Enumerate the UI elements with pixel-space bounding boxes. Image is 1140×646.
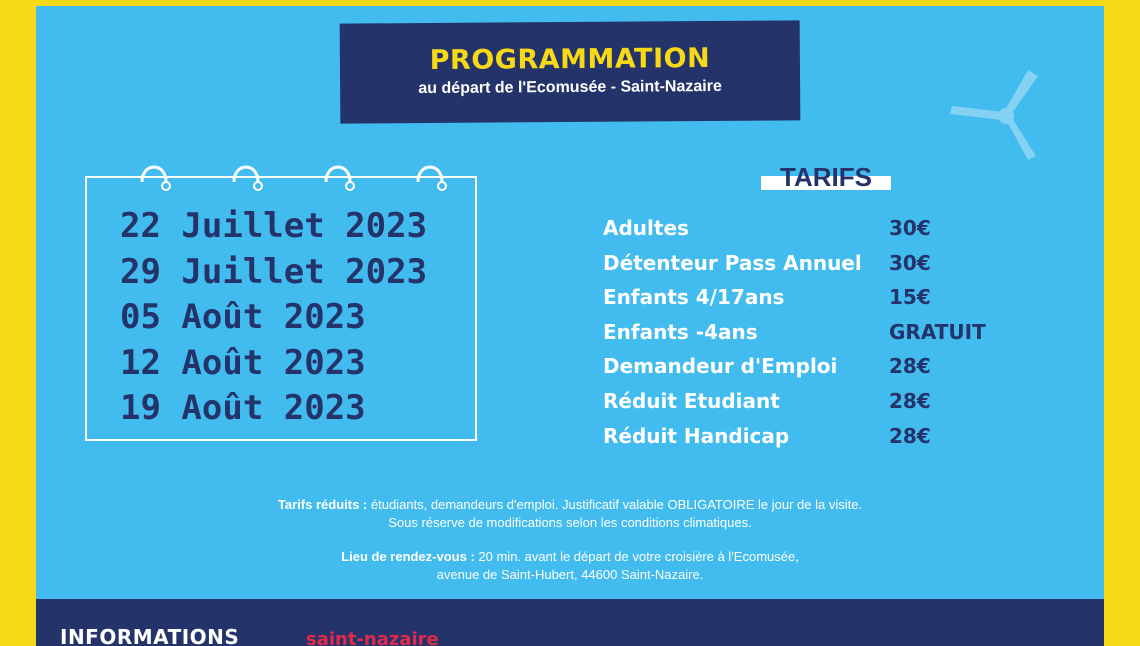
date-item: 19 Août 2023 (120, 388, 366, 428)
weather-note: Sous réserve de modifications selon les … (388, 515, 752, 530)
price-row: Enfants -4ans GRATUIT (603, 320, 1023, 355)
price-list: Adultes 30€ Détenteur Pass Annuel 30€ En… (603, 216, 1023, 458)
airplane-icon (950, 70, 1038, 160)
dates-list: 22 Juillet 2023 29 Juillet 2023 05 Août … (120, 204, 427, 432)
price-label: Détenteur Pass Annuel (603, 250, 862, 275)
header-banner: PROGRAMMATION au départ de l'Ecomusée - … (339, 20, 801, 124)
address-note: avenue de Saint-Hubert, 44600 Saint-Naza… (436, 567, 704, 582)
price-label: Enfants -4ans (603, 319, 758, 344)
date-item: 05 Août 2023 (120, 297, 366, 337)
price-row: Réduit Handicap 28€ (603, 424, 1023, 459)
price-row: Enfants 4/17ans 15€ (603, 285, 1023, 320)
notes: Tarifs réduits : étudiants, demandeurs d… (36, 496, 1104, 584)
footer-band: INFORMATIONS saint-nazaire (36, 599, 1104, 646)
calendar-frame (85, 176, 477, 441)
tarifs-title: TARIFS (780, 162, 872, 192)
price-value: 28€ (889, 354, 931, 379)
price-row: Réduit Etudiant 28€ (603, 389, 1023, 424)
price-label: Réduit Handicap (603, 423, 790, 448)
price-label: Demandeur d'Emploi (603, 354, 838, 379)
footer-brand-text: saint-nazaire (306, 629, 439, 646)
tarifs-underline (761, 176, 891, 190)
poster: PROGRAMMATION au départ de l'Ecomusée - … (36, 6, 1104, 646)
meeting-note: Lieu de rendez-vous : 20 min. avant le d… (36, 548, 1104, 566)
price-value: GRATUIT (889, 319, 986, 344)
price-value: 15€ (889, 285, 931, 310)
date-item: 22 Juillet 2023 (120, 206, 428, 246)
price-value: 30€ (889, 216, 931, 240)
footer-info-label: INFORMATIONS (60, 625, 240, 646)
meeting-label: Lieu de rendez-vous : (341, 549, 475, 564)
price-label: Adultes (603, 216, 689, 240)
price-value: 28€ (889, 388, 931, 413)
reduced-note: Tarifs réduits : étudiants, demandeurs d… (36, 496, 1104, 514)
price-value: 30€ (889, 250, 931, 275)
price-row: Détenteur Pass Annuel 30€ (603, 251, 1023, 286)
tarifs-heading: TARIFS (761, 162, 891, 192)
page-subtitle: au départ de l'Ecomusée - Saint-Nazaire (418, 77, 722, 98)
price-row: Adultes 30€ (603, 216, 1023, 251)
price-value: 28€ (889, 423, 931, 448)
reduced-text: étudiants, demandeurs d'emploi. Justific… (367, 497, 863, 512)
price-label: Enfants 4/17ans (603, 285, 785, 310)
price-label: Réduit Etudiant (603, 388, 780, 413)
reduced-label: Tarifs réduits : (277, 497, 368, 512)
meeting-text: 20 min. avant le départ de votre croisiè… (474, 549, 799, 564)
date-item: 29 Juillet 2023 (120, 251, 428, 292)
date-item: 12 Août 2023 (120, 342, 366, 383)
page-title: PROGRAMMATION (429, 43, 711, 76)
price-row: Demandeur d'Emploi 28€ (603, 354, 1023, 389)
